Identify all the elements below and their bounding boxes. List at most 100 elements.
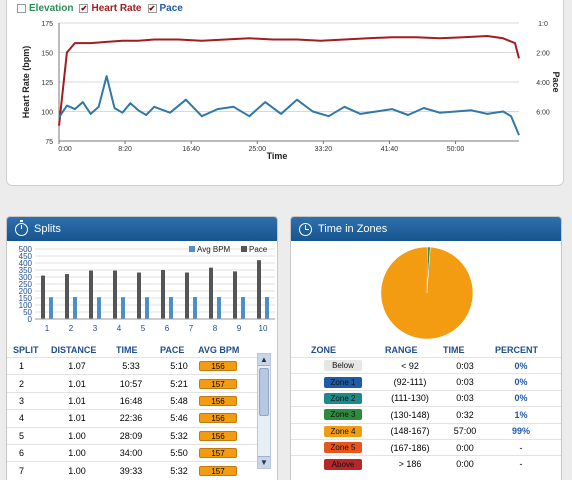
col-split: SPLIT <box>13 345 39 355</box>
heart-rate-toggle-label: Heart Rate <box>91 3 142 14</box>
splits-title: Splits <box>34 223 61 235</box>
split-row[interactable]: 6 1.00 34:00 5:50 157 <box>7 443 257 461</box>
avg-bpm-bar <box>121 297 125 319</box>
heart-rate-toggle[interactable]: ✔ Heart Rate <box>79 3 142 14</box>
zone-row[interactable]: Zone 4 (148-167) 57:00 99% <box>291 422 561 439</box>
pace-checkbox[interactable]: ✔ <box>147 3 157 13</box>
elevation-toggle[interactable]: Elevation <box>17 3 73 14</box>
split-time: 10:57 <box>119 378 143 389</box>
bar-y-tick-label: 200 <box>19 287 33 296</box>
split-row[interactable]: 3 1.01 16:48 5:48 156 <box>7 391 257 409</box>
heart-rate-checkbox[interactable]: ✔ <box>79 3 89 13</box>
split-row[interactable]: 5 1.00 28:09 5:32 156 <box>7 426 257 444</box>
zone-percent: 0% <box>514 393 528 404</box>
bar-y-tick-label: 450 <box>19 252 33 261</box>
legend-pace-swatch <box>241 246 247 252</box>
pace-bar <box>65 274 69 319</box>
clock-icon <box>299 222 312 236</box>
zones-table-body: Below < 92 0:03 0% Zone 1 (92-111) 0:03 0% Zone … <box>291 357 561 472</box>
zone-percent: 0% <box>514 377 528 388</box>
zones-title: Time in Zones <box>318 223 388 235</box>
split-bpm-cell: 156 <box>199 361 257 372</box>
zone-row[interactable]: Above > 186 0:00 - <box>291 455 561 471</box>
legend-avg-bpm-swatch <box>189 246 195 252</box>
split-bpm-cell: 156 <box>199 413 257 424</box>
zone-label-cell: Zone 5 <box>305 442 381 454</box>
pace-bar <box>233 271 237 319</box>
pace-bar <box>137 272 141 319</box>
split-split: 7 <box>19 465 25 476</box>
scroll-up-arrow-icon[interactable]: ▲ <box>258 354 270 366</box>
zone-badge: Zone 2 <box>324 392 362 404</box>
bar-category-label: 10 <box>259 324 268 333</box>
avg-bpm-bar <box>241 297 245 319</box>
y-left-tick-label: 125 <box>41 80 53 87</box>
avg-bpm-bar <box>73 297 77 319</box>
split-time: 39:33 <box>119 465 143 476</box>
zone-row[interactable]: Zone 5 (167-186) 0:00 - <box>291 438 561 455</box>
zone-badge: Zone 3 <box>324 409 362 421</box>
zone-badge: Zone 1 <box>324 376 362 388</box>
avg-bpm-bar <box>265 297 269 319</box>
bar-y-tick-label: 300 <box>19 273 33 282</box>
x-tick-label: 50:00 <box>447 146 465 153</box>
zone-time: 57:00 <box>453 426 477 437</box>
chart-series-toggles: Elevation ✔ Heart Rate ✔ Pace <box>17 3 183 14</box>
zone-percent: 0% <box>514 360 528 371</box>
legend-pace-label: Pace <box>249 245 268 254</box>
split-row[interactable]: 2 1.01 10:57 5:21 157 <box>7 374 257 391</box>
scroll-thumb[interactable] <box>259 368 269 416</box>
avg-bpm-bar <box>145 297 149 319</box>
elevation-checkbox[interactable] <box>17 4 26 13</box>
col-pace: PACE <box>160 345 185 355</box>
split-distance: 1.01 <box>68 395 86 406</box>
pace-toggle[interactable]: ✔ Pace <box>147 3 183 14</box>
zone-row[interactable]: Below < 92 0:03 0% <box>291 357 561 373</box>
bar-y-tick-label: 350 <box>19 266 33 275</box>
avg-bpm-badge: 156 <box>199 395 237 406</box>
scroll-down-arrow-icon[interactable]: ▼ <box>258 456 270 468</box>
zone-percent: - <box>519 442 523 453</box>
col-zone-time: TIME <box>443 345 465 355</box>
time-in-zones-panel: Time in Zones ZONE RANGE TIME PERCENT Be… <box>290 216 562 480</box>
bar-y-tick-label: 250 <box>19 280 33 289</box>
zone-percent: 99% <box>511 426 530 437</box>
split-pace: 5:50 <box>170 448 188 459</box>
zone-time: 0:00 <box>456 442 474 453</box>
bar-y-tick-label: 500 <box>19 245 33 254</box>
zone-badge: Below <box>324 360 362 372</box>
col-range: RANGE <box>385 345 418 355</box>
split-row[interactable]: 4 1.01 22:36 5:46 156 <box>7 409 257 426</box>
split-distance: 1.00 <box>68 465 86 476</box>
x-tick-label: 25:00 <box>249 146 267 153</box>
split-row[interactable]: 7 1.00 39:33 5:32 157 <box>7 461 257 478</box>
split-pace: 5:46 <box>170 413 188 424</box>
split-distance: 1.00 <box>68 430 86 441</box>
x-tick-label: 8:20 <box>118 146 132 153</box>
zone-row[interactable]: Zone 1 (92-111) 0:03 0% <box>291 373 561 389</box>
zone-label-cell: Zone 2 <box>305 392 381 404</box>
split-time: 28:09 <box>119 430 143 441</box>
legend-avg-bpm-label: Avg BPM <box>197 245 231 254</box>
splits-scrollbar[interactable]: ▲ ▼ <box>257 353 271 469</box>
avg-bpm-badge: 156 <box>199 361 237 372</box>
y-right-tick-label: 2:00 <box>536 51 550 58</box>
pace-series-line <box>58 75 520 136</box>
splits-table-body: 1 1.07 5:33 5:10 156 2 1.01 10:57 5:21 157 3 1.01 16… <box>7 357 257 479</box>
split-row[interactable]: 1 1.07 5:33 5:10 156 <box>7 357 257 374</box>
zone-row[interactable]: Zone 2 (111-130) 0:03 0% <box>291 389 561 406</box>
avg-bpm-bar <box>97 297 101 319</box>
splits-table-header: SPLIT DISTANCE TIME PACE AVG BPM <box>7 345 277 355</box>
y-axis-left-label: Heart Rate (bpm) <box>21 46 31 119</box>
zone-badge: Above <box>324 458 362 470</box>
zone-row[interactable]: Zone 3 (130-148) 0:32 1% <box>291 406 561 422</box>
zone-range: (148-167) <box>390 426 430 437</box>
elevation-toggle-label: Elevation <box>29 3 74 14</box>
zone-time: 0:03 <box>456 393 474 404</box>
pace-bar <box>41 275 45 319</box>
split-split: 4 <box>19 413 25 424</box>
bar-category-label: 2 <box>69 324 74 333</box>
bar-category-label: 3 <box>93 324 98 333</box>
bar-y-tick-label: 400 <box>19 259 33 268</box>
split-distance: 1.01 <box>68 378 86 389</box>
